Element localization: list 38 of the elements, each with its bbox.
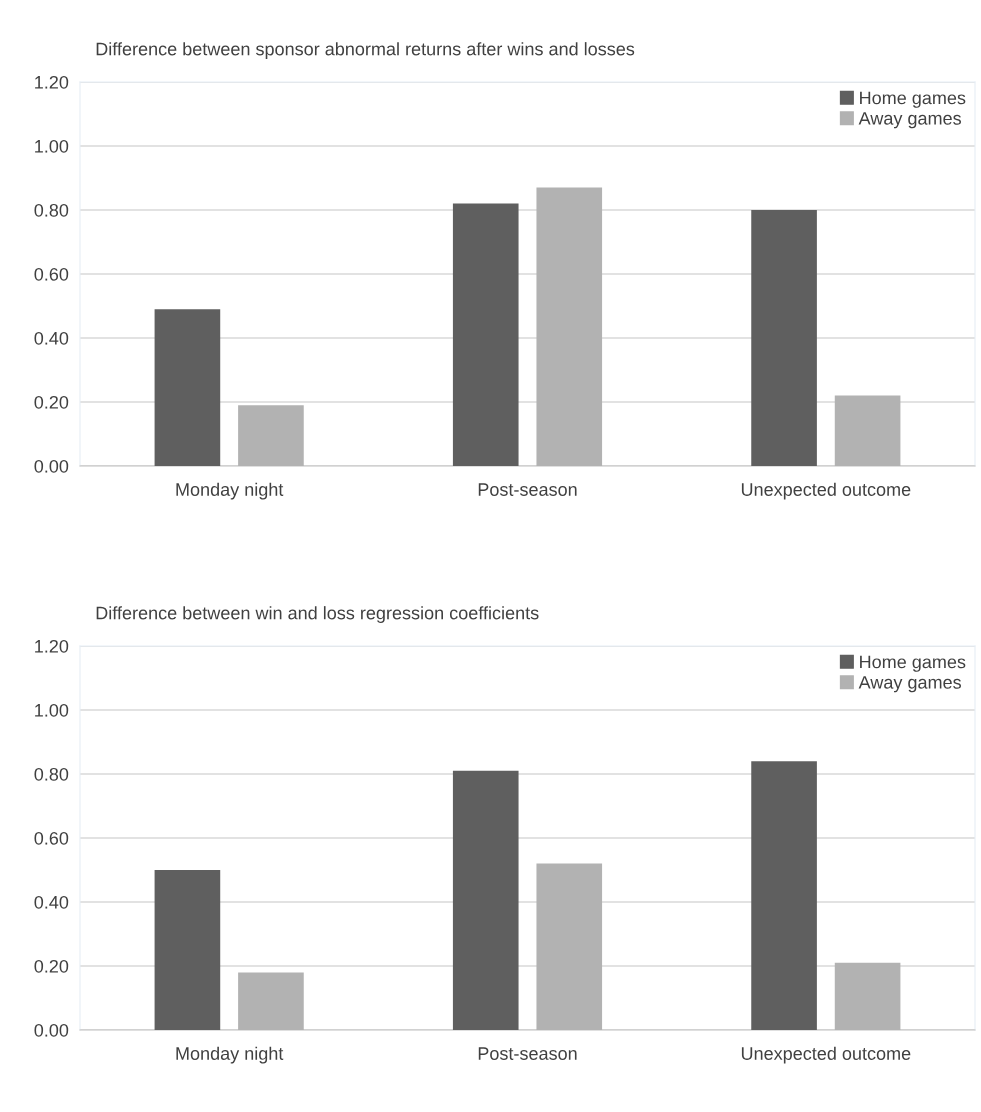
bar: [154, 309, 221, 466]
x-tick-label: Unexpected outcome: [741, 1046, 911, 1064]
bar: [536, 863, 603, 1030]
chart-title: Difference between win and loss regression coefficients: [96, 606, 539, 623]
bar: [834, 395, 901, 466]
x-tick-label: Post-season: [478, 483, 577, 496]
y-tick-label: 0.20: [34, 959, 69, 973]
y-tick-label: 0.20: [34, 395, 69, 409]
x-tick-label: Monday night: [176, 1046, 284, 1064]
legend-label: Home games: [860, 655, 966, 672]
y-tick-label: 0.60: [34, 831, 69, 845]
bar: [452, 203, 519, 466]
y-tick-label: 0.60: [34, 267, 69, 281]
y-tick-label: 1.00: [35, 703, 69, 717]
legend-label: Away games: [858, 112, 961, 129]
y-tick-label: 0.40: [34, 895, 69, 909]
x-tick-label: Unexpected outcome: [741, 482, 911, 500]
bar: [834, 962, 901, 1030]
y-tick-label: 1.20: [35, 639, 69, 653]
y-tick-label: 0.80: [34, 767, 69, 781]
x-tick-label: Post-season: [478, 1047, 577, 1060]
bar: [238, 972, 304, 1030]
y-tick-label: 0.00: [34, 1023, 69, 1037]
y-tick-label: 0.80: [34, 203, 69, 217]
y-tick-label: 1.00: [35, 139, 69, 153]
bar: [751, 210, 817, 466]
legend-label: Away games: [858, 676, 961, 693]
x-tick-label: Monday night: [176, 482, 284, 500]
bar: [238, 405, 304, 466]
chart-title: Difference between sponsor abnormal returns after wins and losses: [96, 42, 635, 59]
bar: [452, 770, 519, 1030]
y-tick-label: 0.00: [34, 459, 69, 473]
bar: [536, 187, 603, 466]
bar: [751, 761, 817, 1030]
y-tick-label: 0.40: [34, 331, 69, 345]
bar: [154, 870, 221, 1030]
legend-label: Home games: [860, 91, 966, 108]
y-tick-label: 1.20: [35, 75, 69, 89]
